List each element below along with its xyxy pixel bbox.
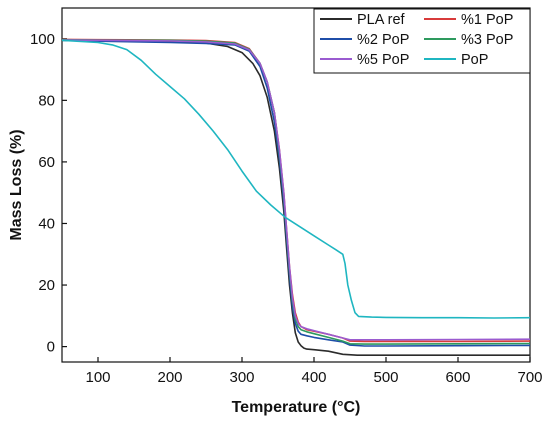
- x-tick-label: 200: [157, 369, 182, 386]
- x-tick-label: 700: [517, 369, 542, 386]
- y-tick-label: 60: [38, 154, 55, 171]
- series-line-2: [61, 39, 531, 347]
- series-line-3: [61, 38, 531, 345]
- y-axis-title: Mass Loss (%): [8, 129, 25, 240]
- x-axis-title: Temperature (°C): [232, 399, 361, 416]
- legend-label: PoP: [461, 52, 488, 68]
- x-tick-label: 600: [445, 369, 470, 386]
- legend-label: %3 PoP: [461, 32, 513, 48]
- x-tick-label: 500: [373, 369, 398, 386]
- series-line-0: [61, 39, 530, 356]
- plot-area: [61, 7, 531, 363]
- x-tick-label: 400: [301, 369, 326, 386]
- y-tick-label: 100: [30, 31, 55, 48]
- series-line-4: [61, 39, 531, 341]
- y-tick-label: 0: [47, 339, 55, 356]
- series-group: [61, 38, 531, 356]
- legend-label: %1 PoP: [461, 12, 513, 28]
- axis-ticks: 100 200 300 400 500 600 700 0 20 40 60 80 100: [30, 31, 543, 386]
- legend-label: %5 PoP: [357, 52, 409, 68]
- y-tick-label: 80: [38, 92, 55, 109]
- series-line-1: [61, 38, 531, 343]
- x-tick-label: 300: [229, 369, 254, 386]
- plot-frame: [61, 7, 531, 363]
- legend: PLA ref %1 PoP %2 PoP %3 PoP %5 PoP PoP: [313, 8, 531, 74]
- x-tick-label: 100: [85, 369, 110, 386]
- legend-label: %2 PoP: [357, 32, 409, 48]
- series-line-5: [61, 39, 531, 319]
- y-tick-label: 20: [38, 277, 55, 294]
- y-tick-label: 40: [38, 215, 55, 232]
- legend-label: PLA ref: [357, 12, 406, 28]
